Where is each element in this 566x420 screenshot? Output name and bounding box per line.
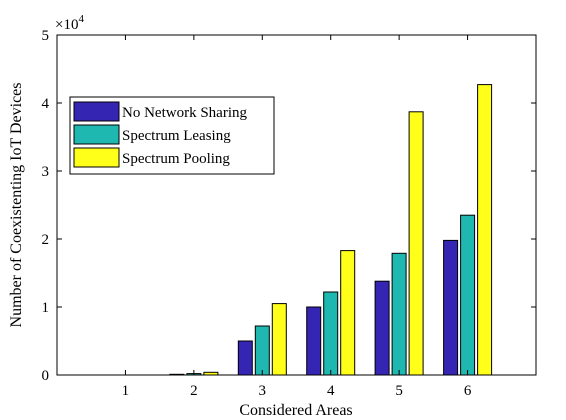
legend-swatch-3 [73, 147, 120, 168]
bar-1-5 [374, 280, 390, 376]
y-axis-label: Number of Coexistenting IoT Devices [8, 83, 25, 328]
x-axis-label: Considered Areas [239, 402, 352, 419]
legend: No Network Sharing Spectrum Leasing Spectr… [69, 96, 275, 175]
bar-2-6 [460, 214, 476, 376]
y-multiplier-label: ×104 [55, 13, 84, 33]
bar-3-3 [271, 303, 287, 376]
y-tick-label-2: 2 [42, 232, 50, 248]
y-tick-label-3: 3 [42, 164, 50, 180]
x-tick-label-2: 2 [190, 383, 198, 399]
legend-label-3: Spectrum Pooling [122, 151, 230, 167]
x-tick-label-3: 3 [259, 383, 267, 399]
x-tick-label-1: 1 [122, 383, 130, 399]
bar-2-3 [254, 325, 270, 376]
bar-2-5 [391, 252, 407, 376]
bar-3-6 [477, 84, 493, 376]
legend-swatch-1 [73, 101, 120, 122]
y-tick-label-4: 4 [42, 96, 50, 112]
bar-3-4 [340, 250, 356, 376]
x-tick-label-5: 5 [395, 383, 403, 399]
y-tick-label-5: 5 [42, 28, 50, 44]
x-tick-label-4: 4 [327, 383, 335, 399]
y-multiplier-exponent: 4 [78, 13, 84, 25]
bar-1-3 [237, 340, 253, 376]
x-tick-label-6: 6 [464, 383, 472, 399]
plot-frame [56, 34, 537, 376]
legend-label-1: No Network Sharing [122, 105, 247, 121]
bar-2-4 [323, 291, 339, 376]
bar-1-4 [306, 306, 322, 376]
bar-1-6 [443, 239, 459, 376]
y-tick-label-1: 1 [42, 300, 50, 316]
legend-swatch-2 [73, 124, 120, 145]
y-tick-label-0: 0 [42, 368, 50, 384]
legend-label-2: Spectrum Leasing [122, 128, 231, 144]
bar-3-5 [408, 111, 424, 376]
ticks-layer: 1 2 3 4 5 6 0 1 2 3 4 5 [42, 28, 536, 399]
